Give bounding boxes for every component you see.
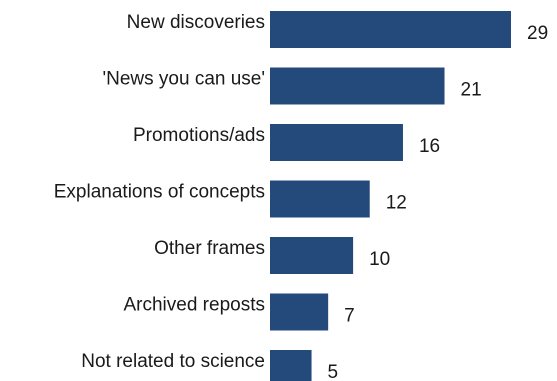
bar-0 xyxy=(270,11,511,48)
value-label-2: 16 xyxy=(419,136,440,157)
category-label-4: Other frames xyxy=(154,238,265,259)
value-label-0: 29 xyxy=(527,23,548,44)
category-label-0: New discoveries xyxy=(127,12,265,33)
category-label-2: Promotions/ads xyxy=(133,125,265,146)
bar-6 xyxy=(270,350,312,381)
bar-1 xyxy=(270,67,445,105)
value-label-6: 5 xyxy=(328,362,339,381)
category-label-5: Archived reposts xyxy=(123,295,265,316)
bar-4 xyxy=(270,237,354,274)
value-label-3: 12 xyxy=(386,193,407,214)
category-label-3: Explanations of concepts xyxy=(54,182,265,203)
bars-group xyxy=(270,11,511,381)
category-label-1: 'News you can use' xyxy=(102,69,265,90)
bar-5 xyxy=(270,293,329,331)
value-label-5: 7 xyxy=(344,306,355,327)
bar-3 xyxy=(270,180,370,218)
category-labels-group: New discoveries 'News you can use' Promoti… xyxy=(54,12,265,372)
category-label-6: Not related to science xyxy=(81,351,265,372)
value-labels-group: 29 21 16 12 10 7 5 xyxy=(328,23,549,381)
value-label-1: 21 xyxy=(461,80,482,101)
bar-2 xyxy=(270,124,403,161)
value-label-4: 10 xyxy=(369,249,390,270)
